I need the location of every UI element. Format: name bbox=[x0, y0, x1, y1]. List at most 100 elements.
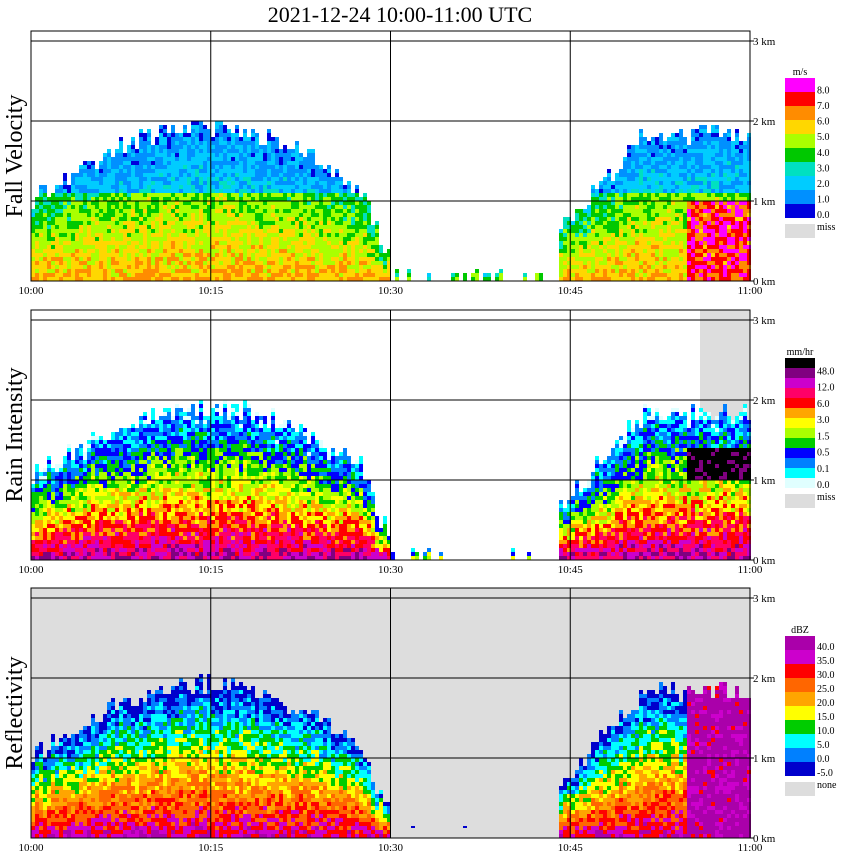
heatmap-cell bbox=[115, 173, 119, 177]
heatmap-cell bbox=[683, 269, 687, 273]
heatmap-cell bbox=[255, 253, 259, 257]
heatmap-cell bbox=[731, 217, 735, 221]
heatmap-cell bbox=[727, 257, 731, 261]
heatmap-cell bbox=[319, 213, 323, 217]
heatmap-cell bbox=[647, 161, 651, 165]
heatmap-cell bbox=[203, 213, 207, 217]
heatmap-cell bbox=[107, 492, 111, 496]
heatmap-cell bbox=[307, 185, 311, 189]
heatmap-cell bbox=[111, 440, 115, 444]
heatmap-cell bbox=[283, 189, 287, 193]
heatmap-cell bbox=[699, 177, 703, 181]
heatmap-cell bbox=[107, 193, 111, 197]
heatmap-cell bbox=[683, 173, 687, 177]
heatmap-cell bbox=[51, 225, 55, 229]
heatmap-cell bbox=[187, 189, 191, 193]
heatmap-cell bbox=[315, 225, 319, 229]
heatmap-cell bbox=[747, 177, 751, 181]
heatmap-cell bbox=[83, 237, 87, 241]
heatmap-cell bbox=[319, 237, 323, 241]
heatmap-cell bbox=[747, 189, 751, 193]
heatmap-cell bbox=[179, 257, 183, 261]
heatmap-cell bbox=[51, 253, 55, 257]
heatmap-cell bbox=[743, 193, 747, 197]
heatmap-cell bbox=[699, 149, 703, 153]
heatmap-cell bbox=[283, 209, 287, 213]
heatmap-cell bbox=[91, 552, 95, 556]
heatmap-cell bbox=[195, 205, 199, 209]
heatmap-cell bbox=[339, 201, 343, 205]
heatmap-cell bbox=[315, 257, 319, 261]
heatmap-cell bbox=[671, 249, 675, 253]
heatmap-cell bbox=[239, 233, 243, 237]
heatmap-cell bbox=[191, 217, 195, 221]
heatmap-cell bbox=[343, 277, 347, 281]
heatmap-cell bbox=[283, 177, 287, 181]
heatmap-cell bbox=[207, 177, 211, 181]
heatmap-cell bbox=[103, 221, 107, 225]
heatmap-cell bbox=[255, 197, 259, 201]
heatmap-cell bbox=[219, 245, 223, 249]
heatmap-cell bbox=[231, 193, 235, 197]
heatmap-cell bbox=[591, 213, 595, 217]
heatmap-cell bbox=[643, 161, 647, 165]
heatmap-cell bbox=[639, 253, 643, 257]
heatmap-cell bbox=[635, 153, 639, 157]
heatmap-cell bbox=[627, 181, 631, 185]
heatmap-cell bbox=[291, 177, 295, 181]
heatmap-cell bbox=[599, 229, 603, 233]
heatmap-cell bbox=[683, 221, 687, 225]
heatmap-cell bbox=[59, 245, 63, 249]
heatmap-cell bbox=[199, 121, 203, 125]
heatmap-cell bbox=[203, 153, 207, 157]
heatmap-cell bbox=[287, 209, 291, 213]
heatmap-cell bbox=[663, 153, 667, 157]
heatmap-cell bbox=[235, 165, 239, 169]
heatmap-cell bbox=[91, 536, 95, 540]
heatmap-cell bbox=[207, 145, 211, 149]
heatmap-cell bbox=[203, 249, 207, 253]
heatmap-cell bbox=[683, 165, 687, 169]
heatmap-cell bbox=[187, 261, 191, 265]
heatmap-cell bbox=[151, 241, 155, 245]
heatmap-cell bbox=[199, 161, 203, 165]
heatmap-cell bbox=[311, 197, 315, 201]
heatmap-cell bbox=[339, 269, 343, 273]
heatmap-cell bbox=[579, 237, 583, 241]
heatmap-cell bbox=[91, 508, 95, 512]
heatmap-cell bbox=[71, 496, 75, 500]
heatmap-cell bbox=[595, 193, 599, 197]
heatmap-cell bbox=[83, 245, 87, 249]
heatmap-cell bbox=[55, 197, 59, 201]
heatmap-cell bbox=[615, 185, 619, 189]
heatmap-cell bbox=[91, 528, 95, 532]
heatmap-cell bbox=[359, 253, 363, 257]
heatmap-cell bbox=[191, 253, 195, 257]
heatmap-cell bbox=[627, 253, 631, 257]
heatmap-cell bbox=[79, 512, 83, 516]
heatmap-cell bbox=[575, 217, 579, 221]
heatmap-cell bbox=[147, 153, 151, 157]
heatmap-cell bbox=[747, 245, 751, 249]
heatmap-cell bbox=[659, 165, 663, 169]
heatmap-cell bbox=[55, 209, 59, 213]
heatmap-cell bbox=[699, 141, 703, 145]
heatmap-cell bbox=[139, 261, 143, 265]
heatmap-cell bbox=[259, 273, 263, 277]
heatmap-cell bbox=[571, 253, 575, 257]
heatmap-cell bbox=[35, 237, 39, 241]
heatmap-cell bbox=[659, 145, 663, 149]
heatmap-cell bbox=[203, 165, 207, 169]
heatmap-cell bbox=[611, 233, 615, 237]
heatmap-cell bbox=[311, 249, 315, 253]
heatmap-cell bbox=[563, 225, 567, 229]
heatmap-cell bbox=[299, 169, 303, 173]
heatmap-cell bbox=[255, 277, 259, 281]
heatmap-cell bbox=[155, 253, 159, 257]
heatmap-cell bbox=[87, 193, 91, 197]
heatmap-cell bbox=[63, 229, 67, 233]
heatmap-cell bbox=[747, 213, 751, 217]
heatmap-cell bbox=[251, 137, 255, 141]
heatmap-cell bbox=[323, 189, 327, 193]
heatmap-cell bbox=[571, 277, 575, 281]
